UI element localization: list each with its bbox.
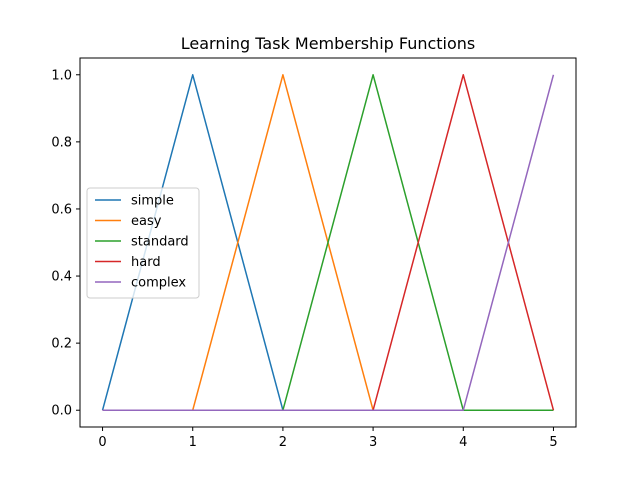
y-tick-label: 0.0 — [51, 404, 72, 419]
x-tick-label: 5 — [549, 435, 557, 450]
x-tick-label: 1 — [189, 435, 197, 450]
y-tick-label: 0.4 — [51, 270, 72, 285]
plot-frame — [79, 57, 577, 428]
chart-title: Learning Task Membership Functions — [181, 34, 476, 53]
x-tick-label: 3 — [369, 435, 377, 450]
legend-label-hard: hard — [131, 255, 161, 270]
series-line-complex — [102, 74, 555, 411]
y-tick-label: 0.2 — [51, 337, 72, 352]
x-tick-label: 0 — [98, 435, 106, 450]
legend-label-easy: easy — [131, 214, 162, 229]
x-tick-label: 2 — [279, 435, 287, 450]
legend-label-standard: standard — [131, 235, 189, 250]
y-axis: 0.0 0.2 0.4 0.6 0.8 1.0 — [51, 68, 80, 419]
y-tick-label: 1.0 — [51, 68, 72, 83]
legend-box — [86, 187, 200, 299]
x-tick-label: 4 — [459, 435, 467, 450]
legend: simple easy standard hard complex — [86, 187, 200, 299]
legend-label-complex: complex — [131, 276, 186, 291]
plot-series — [101, 74, 555, 411]
legend-label-simple: simple — [131, 194, 174, 209]
y-tick-label: 0.6 — [51, 202, 72, 217]
x-axis: 0 1 2 3 4 5 — [98, 427, 558, 450]
y-tick-label: 0.8 — [51, 135, 72, 150]
